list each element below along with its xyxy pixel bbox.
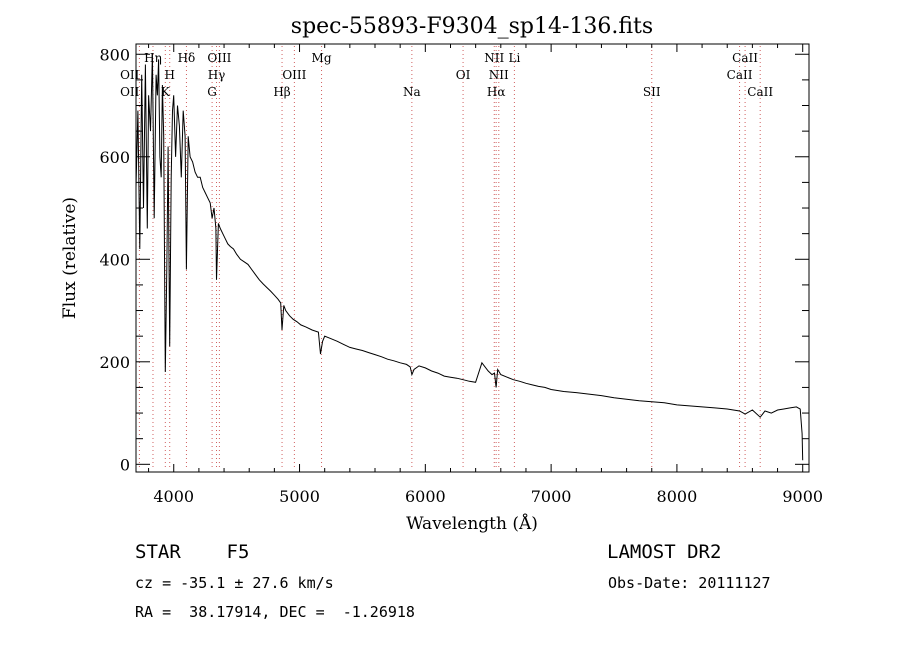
chart-title: spec-55893-F9304_sp14-136.fits: [291, 14, 653, 39]
marker-lines: [138, 46, 761, 470]
line-annotation: Na: [403, 85, 421, 99]
sky-coordinates: RA = 38.17914, DEC = -1.26918: [135, 603, 415, 621]
y-tick-label: 200: [99, 353, 130, 372]
line-annotation: NII: [489, 68, 509, 82]
spectrum-line: [135, 54, 804, 461]
survey-name: LAMOST DR2: [607, 541, 722, 563]
line-annotation: SII: [643, 85, 661, 99]
x-tick-label: 7000: [531, 487, 572, 506]
observation-date: Obs-Date: 20111127: [608, 574, 771, 592]
line-annotation: OII: [120, 85, 140, 99]
object-class: STAR F5: [135, 541, 250, 563]
x-tick-label: 9000: [782, 487, 823, 506]
y-tick-label: 0: [120, 455, 130, 474]
x-axis-label: Wavelength (Å): [406, 513, 538, 534]
line-annotation: Hδ: [178, 51, 196, 65]
line-annotation: CaII: [727, 68, 753, 82]
line-annotation: OIII: [282, 68, 306, 82]
line-annotation: Hα: [487, 85, 506, 99]
line-annotation: Hγ: [208, 68, 226, 82]
x-tick-label: 8000: [657, 487, 698, 506]
y-tick-label: 400: [99, 250, 130, 269]
line-annotation: G: [207, 85, 217, 99]
line-annotation: CaII: [747, 85, 773, 99]
y-axis-label: Flux (relative): [60, 197, 80, 319]
x-tick-label: 4000: [153, 487, 194, 506]
x-axis-ticks: 4000 5000 6000 7000 8000 9000: [148, 44, 823, 506]
line-annotation: NII: [484, 51, 504, 65]
y-tick-label: 600: [99, 148, 130, 167]
plot-frame: [135, 43, 810, 473]
y-axis-ticks: 0 200 400 600 800: [99, 45, 809, 474]
line-annotation: OIII: [207, 51, 231, 65]
line-annotation: OII: [120, 68, 140, 82]
line-annotation: Li: [508, 51, 520, 65]
x-tick-label: 6000: [405, 487, 446, 506]
line-annotation: H: [164, 68, 174, 82]
line-annotation: Mg: [312, 51, 332, 65]
x-tick-label: 5000: [279, 487, 320, 506]
redshift-velocity: cz = -35.1 ± 27.6 km/s: [135, 574, 334, 592]
line-annotation: OI: [456, 68, 471, 82]
line-annotation: Hβ: [273, 85, 290, 99]
y-tick-label: 800: [99, 45, 130, 64]
line-annotation: K: [161, 85, 171, 99]
line-annotation: CaII: [732, 51, 758, 65]
